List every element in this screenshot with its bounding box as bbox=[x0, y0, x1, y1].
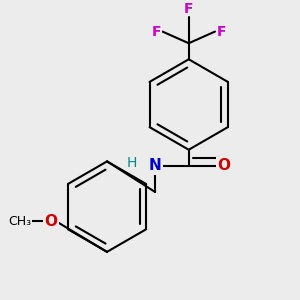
Text: O: O bbox=[44, 214, 57, 229]
Text: F: F bbox=[152, 25, 161, 39]
Text: H: H bbox=[127, 156, 137, 170]
Text: F: F bbox=[184, 2, 194, 16]
Text: F: F bbox=[216, 25, 226, 39]
Text: O: O bbox=[217, 158, 230, 173]
Text: N: N bbox=[149, 158, 161, 173]
Text: CH₃: CH₃ bbox=[8, 215, 31, 228]
